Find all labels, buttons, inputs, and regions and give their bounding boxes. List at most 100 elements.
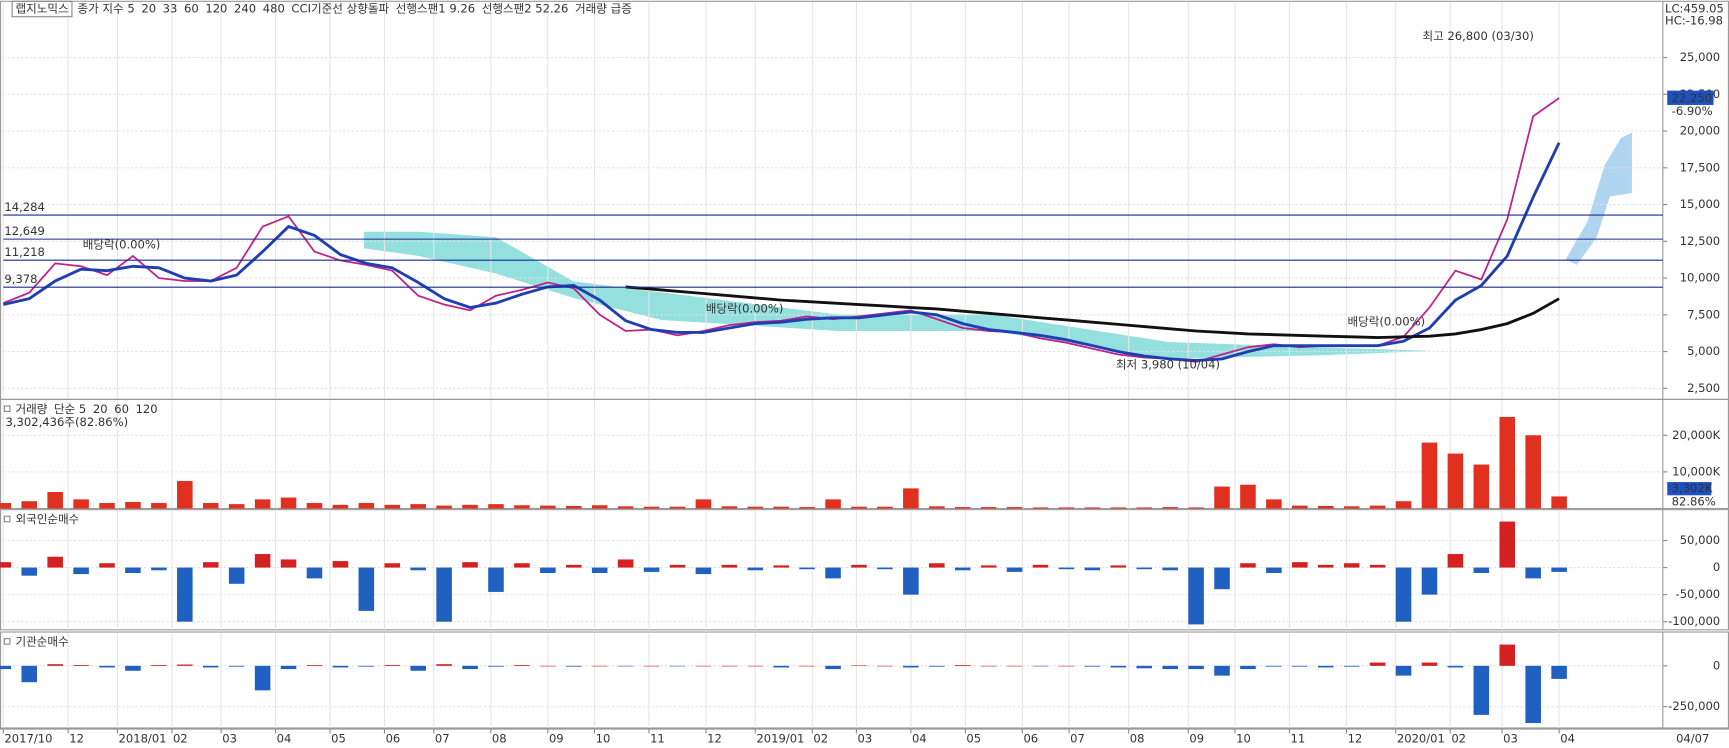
annotation: 최고 26,800 (03/30) xyxy=(1422,29,1533,43)
bar xyxy=(1317,505,1334,509)
bar xyxy=(1292,505,1308,509)
bar xyxy=(1110,565,1127,568)
x-tick-label: 11 xyxy=(1291,731,1306,745)
bar xyxy=(462,665,478,670)
bar xyxy=(929,665,945,667)
bar xyxy=(177,481,193,509)
bar xyxy=(980,665,997,667)
bar xyxy=(954,665,971,666)
bar xyxy=(73,567,89,575)
bar xyxy=(410,665,426,671)
x-tick-label: 09 xyxy=(549,731,564,745)
bar xyxy=(280,559,297,568)
x-tick-label: 11 xyxy=(650,731,665,745)
bar xyxy=(643,506,660,509)
bar xyxy=(488,567,504,592)
bar xyxy=(1447,665,1464,668)
bar xyxy=(851,564,867,568)
x-tick-label: 04 xyxy=(277,731,292,745)
bar xyxy=(643,665,660,667)
bar xyxy=(202,503,219,509)
bar xyxy=(1292,665,1308,667)
bar xyxy=(177,567,193,622)
price-line xyxy=(625,285,1560,340)
bar xyxy=(747,567,764,571)
legend-item: CCI기준선 상향돌파 xyxy=(291,2,389,16)
bar xyxy=(73,665,89,666)
bar xyxy=(1395,501,1412,509)
bar xyxy=(799,665,815,667)
legend-item: 거래량 급증 xyxy=(575,2,632,16)
bar xyxy=(980,507,997,509)
bar xyxy=(436,567,452,622)
y-tick-label: 50,000 xyxy=(1680,533,1720,547)
bar xyxy=(1084,567,1101,571)
bar xyxy=(540,567,556,573)
y-tick-label: 10,000 xyxy=(1680,271,1720,285)
bar xyxy=(825,567,841,579)
bar xyxy=(669,665,686,667)
bar xyxy=(0,562,12,568)
bar xyxy=(151,503,167,509)
x-tick-label: 2018/01 xyxy=(119,731,167,745)
bar xyxy=(1162,665,1178,670)
bar xyxy=(125,567,141,573)
x-tick-label: 03 xyxy=(858,731,873,745)
bar xyxy=(617,506,634,509)
bar xyxy=(799,567,815,570)
x-tick-label: 02 xyxy=(813,731,828,745)
bar xyxy=(929,563,945,568)
chart-title: 랩지노믹스 xyxy=(15,2,69,16)
bar xyxy=(695,499,712,509)
bar xyxy=(1214,665,1230,676)
bar xyxy=(747,665,764,667)
bar xyxy=(591,567,608,573)
bar xyxy=(565,564,582,568)
bar xyxy=(1058,665,1075,667)
bar xyxy=(1162,507,1178,509)
y-tick-label: 15,000 xyxy=(1680,197,1720,211)
bar xyxy=(929,506,945,509)
bar xyxy=(228,665,245,667)
bar xyxy=(151,567,167,571)
bar xyxy=(540,665,556,667)
panel-frame xyxy=(0,631,1729,729)
bar xyxy=(280,665,297,670)
bar xyxy=(980,565,997,568)
bar xyxy=(384,665,401,666)
bar xyxy=(1006,567,1023,572)
title-box xyxy=(11,0,73,18)
bar xyxy=(747,506,764,509)
bar xyxy=(617,665,634,667)
bar xyxy=(1136,567,1153,570)
support-label: 14,284 xyxy=(4,200,44,214)
bar xyxy=(0,503,12,509)
bar xyxy=(1214,567,1230,590)
bar xyxy=(669,564,686,568)
panel-frame xyxy=(0,509,1729,631)
bar xyxy=(358,503,375,509)
bar xyxy=(462,504,478,509)
last-volume: 3,302K xyxy=(1672,481,1713,495)
bar xyxy=(954,507,971,509)
bar xyxy=(1032,665,1049,667)
bar xyxy=(125,665,141,671)
legend-item: 종가 지수 5 xyxy=(77,2,134,16)
last-change: -6.90% xyxy=(1672,104,1713,118)
bar xyxy=(851,506,867,509)
bar xyxy=(1292,562,1308,568)
bar xyxy=(773,565,789,568)
bar xyxy=(877,567,893,570)
annotation: 배당락(0.00%) xyxy=(1347,315,1425,329)
panel-title: 거래량 xyxy=(15,402,47,416)
bar xyxy=(1136,665,1153,669)
corner-label: HC:-16.98 xyxy=(1665,14,1723,28)
y-tick-label: 2,500 xyxy=(1687,381,1720,395)
bar xyxy=(540,505,556,509)
x-end-label: 04/07 xyxy=(1676,731,1709,745)
legend-item: 60 xyxy=(184,2,199,16)
bar xyxy=(1188,567,1204,625)
bar xyxy=(825,499,841,509)
support-label: 9,378 xyxy=(4,272,37,286)
